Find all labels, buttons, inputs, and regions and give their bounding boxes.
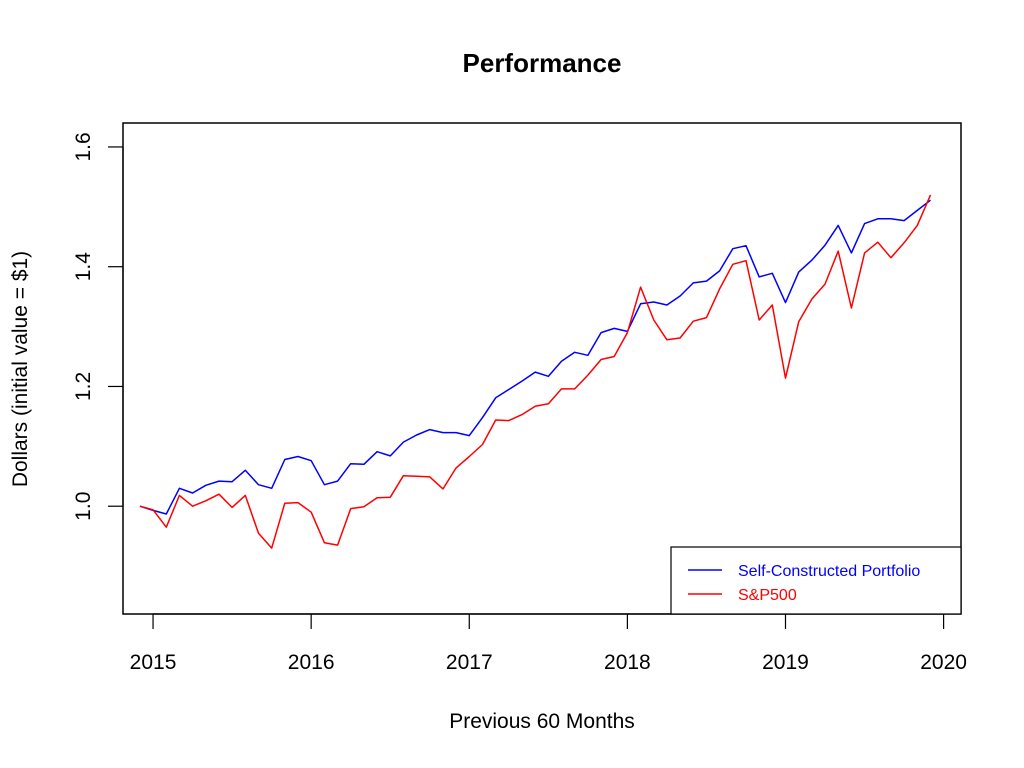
chart-title: Performance [463,48,622,78]
y-tick-label: 1.0 [72,492,95,521]
x-tick-label: 2017 [446,651,493,674]
x-tick-label: 2019 [762,651,809,674]
legend-box [670,546,962,615]
x-tick-label: 2020 [920,651,967,674]
x-axis-label: Previous 60 Months [449,710,635,733]
y-axis-label: Dollars (initial value = $1) [9,251,32,487]
x-tick-label: 2018 [604,651,651,674]
y-tick-label: 1.4 [72,252,95,282]
series-layer [139,194,932,549]
y-axis: 1.0 1.2 1.4 1.6 [72,132,124,521]
series-line-portfolio [139,199,931,515]
x-tick-label: 2016 [288,651,335,674]
x-tick-label: 2015 [130,651,177,674]
legend-label-sp500: S&P500 [738,587,797,604]
x-axis: 2015 2016 2017 2018 2019 2020 [130,613,967,674]
legend-label-portfolio: Self-Constructed Portfolio [738,563,920,580]
series-line-sp500 [139,194,932,549]
legend: Self-Constructed Portfolio S&P500 [670,546,962,615]
y-tick-label: 1.2 [72,372,95,401]
plot-area-frame [122,122,962,615]
y-tick-label: 1.6 [72,132,95,161]
